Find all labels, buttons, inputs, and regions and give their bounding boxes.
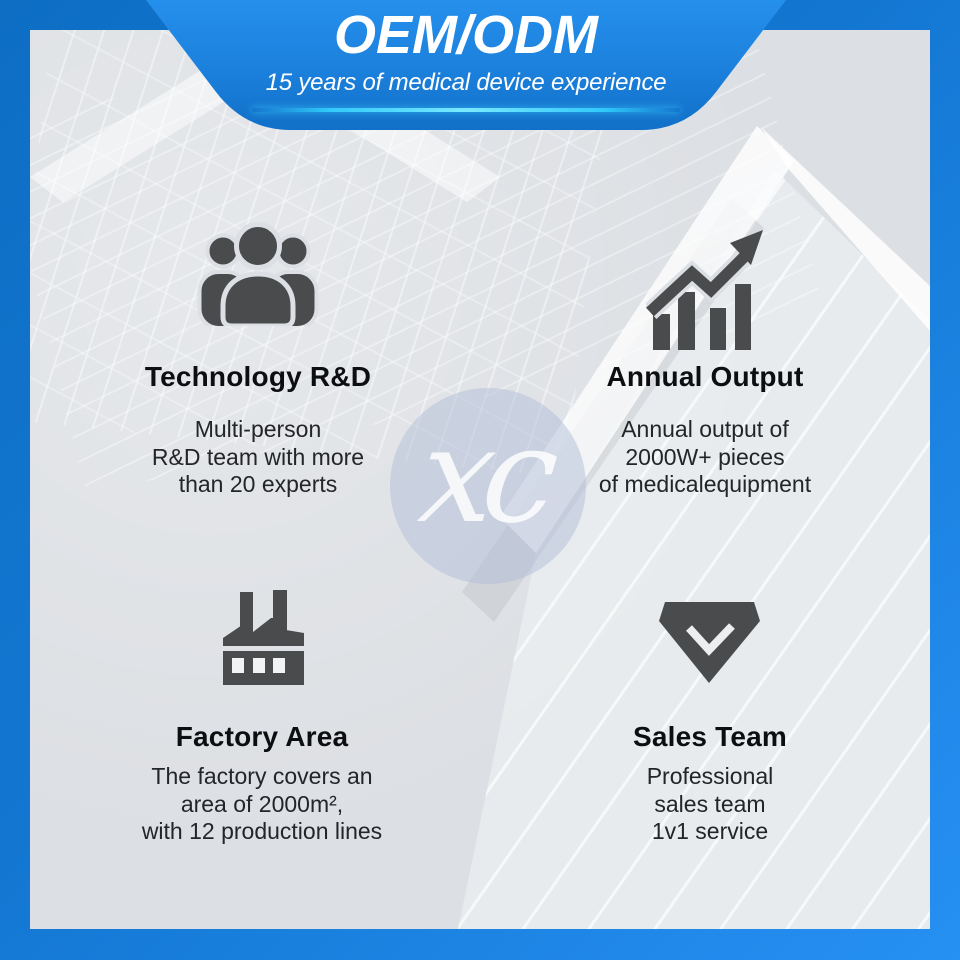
feature-line: R&D team with more — [151, 443, 365, 470]
feature-line: Multi-person — [194, 416, 322, 442]
feature-line: 1v1 service — [651, 818, 769, 844]
shield-check-icon — [510, 578, 910, 720]
feature-line: Professional — [646, 763, 774, 789]
banner-subtitle: 15 years of medical device experience — [265, 69, 667, 96]
banner-ribbon — [146, 0, 786, 130]
feature-line: of medicalequipment — [598, 471, 812, 497]
feature-line: Annual output of — [621, 416, 789, 442]
growth-chart-icon — [505, 215, 905, 360]
banner-title: OEM/ODM — [334, 5, 598, 65]
feature-description: Multi-person R&D team with more than 20 … — [152, 416, 364, 499]
banner: OEM/ODM 15 years of medical device exper… — [0, 0, 932, 96]
feature-factory-area: Factory Area The factory covers an area … — [62, 578, 462, 846]
feature-line: than 20 experts — [178, 471, 338, 497]
feature-title: Technology R&D — [144, 361, 372, 392]
content-area: xc Technology R&D — [30, 30, 930, 929]
feature-description: Professional sales team 1v1 service — [647, 763, 774, 846]
feature-line: 2000W+ pieces — [625, 443, 785, 470]
feature-sales-team: Sales Team Professional sales team 1v1 s… — [510, 578, 910, 846]
feature-title: Sales Team — [632, 721, 788, 752]
feature-description: The factory covers an area of 2000m², wi… — [142, 763, 382, 846]
feature-line: area of 2000m², — [180, 790, 344, 817]
xc-watermark: xc — [390, 388, 586, 584]
feature-title: Factory Area — [175, 721, 349, 752]
feature-title: Annual Output — [606, 361, 804, 392]
feature-line: The factory covers an — [151, 763, 373, 789]
feature-annual-output: Annual Output Annual output of 2000W+ pi… — [505, 215, 905, 499]
team-icon — [58, 215, 458, 360]
factory-icon — [62, 578, 462, 720]
feature-line: with 12 production lines — [141, 818, 383, 844]
banner-divider-glow — [252, 108, 680, 112]
feature-line: sales team — [654, 790, 766, 817]
feature-technology-rd: Technology R&D Multi-person R&D team wit… — [58, 215, 458, 499]
feature-description: Annual output of 2000W+ pieces of medica… — [599, 416, 811, 499]
